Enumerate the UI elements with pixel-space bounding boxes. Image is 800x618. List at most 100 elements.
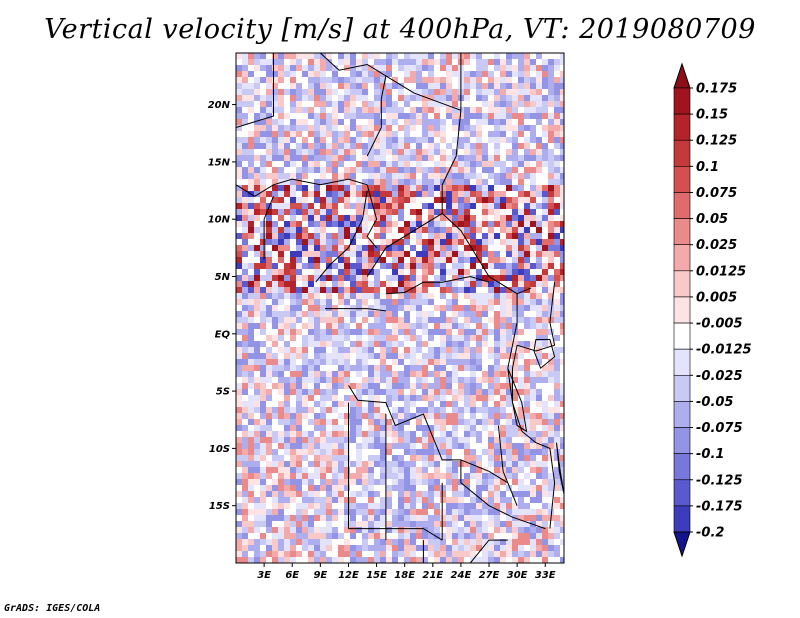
- field-cell: [278, 455, 284, 461]
- field-cell: [242, 209, 248, 215]
- field-cell: [332, 491, 338, 497]
- field-cell: [290, 383, 296, 389]
- field-cell: [266, 95, 272, 101]
- field-cell: [404, 197, 410, 203]
- field-cell: [314, 215, 320, 221]
- field-cell: [314, 209, 320, 215]
- field-cell: [338, 323, 344, 329]
- field-cell: [422, 449, 428, 455]
- field-cell: [452, 269, 458, 275]
- field-cell: [296, 167, 302, 173]
- field-cell: [548, 239, 554, 245]
- field-cell: [506, 449, 512, 455]
- field-cell: [518, 59, 524, 65]
- field-cell: [440, 89, 446, 95]
- field-cell: [416, 311, 422, 317]
- field-cell: [362, 539, 368, 545]
- field-cell: [386, 365, 392, 371]
- field-cell: [464, 203, 470, 209]
- field-cell: [482, 65, 488, 71]
- field-cell: [362, 509, 368, 515]
- field-cell: [416, 323, 422, 329]
- field-cell: [416, 167, 422, 173]
- field-cell: [428, 131, 434, 137]
- field-cell: [380, 107, 386, 113]
- field-cell: [452, 431, 458, 437]
- field-cell: [494, 365, 500, 371]
- field-cell: [272, 185, 278, 191]
- field-cell: [458, 455, 464, 461]
- field-cell: [350, 137, 356, 143]
- field-cell: [284, 407, 290, 413]
- field-cell: [536, 503, 542, 509]
- field-cell: [272, 191, 278, 197]
- field-cell: [524, 155, 530, 161]
- field-cell: [560, 59, 564, 65]
- field-cell: [536, 287, 542, 293]
- field-cell: [416, 209, 422, 215]
- field-cell: [416, 359, 422, 365]
- field-cell: [434, 455, 440, 461]
- field-cell: [386, 293, 392, 299]
- field-cell: [284, 347, 290, 353]
- field-cell: [290, 317, 296, 323]
- field-cell: [362, 545, 368, 551]
- field-cell: [464, 269, 470, 275]
- field-cell: [296, 389, 302, 395]
- field-cell: [242, 89, 248, 95]
- field-cell: [554, 125, 560, 131]
- field-cell: [554, 401, 560, 407]
- field-cell: [506, 539, 512, 545]
- field-cell: [440, 119, 446, 125]
- field-cell: [560, 287, 564, 293]
- field-cell: [284, 311, 290, 317]
- field-cell: [494, 467, 500, 473]
- field-cell: [284, 473, 290, 479]
- field-cell: [482, 185, 488, 191]
- field-cell: [530, 545, 536, 551]
- field-cell: [266, 179, 272, 185]
- field-cell: [440, 353, 446, 359]
- field-cell: [398, 437, 404, 443]
- field-cell: [374, 389, 380, 395]
- field-cell: [368, 167, 374, 173]
- field-cell: [302, 245, 308, 251]
- field-cell: [260, 293, 266, 299]
- field-cell: [380, 131, 386, 137]
- field-cell: [416, 317, 422, 323]
- field-cell: [542, 527, 548, 533]
- field-cell: [470, 209, 476, 215]
- field-cell: [374, 305, 380, 311]
- field-cell: [434, 233, 440, 239]
- field-cell: [560, 377, 564, 383]
- field-cell: [428, 227, 434, 233]
- field-cell: [434, 239, 440, 245]
- field-cell: [500, 173, 506, 179]
- field-cell: [236, 527, 242, 533]
- field-cell: [524, 425, 530, 431]
- field-cell: [368, 323, 374, 329]
- field-cell: [434, 143, 440, 149]
- field-cell: [398, 221, 404, 227]
- field-cell: [350, 473, 356, 479]
- field-cell: [368, 545, 374, 551]
- field-cell: [440, 437, 446, 443]
- field-cell: [290, 389, 296, 395]
- field-cell: [374, 251, 380, 257]
- field-cell: [488, 311, 494, 317]
- field-cell: [368, 149, 374, 155]
- field-cell: [386, 281, 392, 287]
- field-cell: [404, 191, 410, 197]
- field-cell: [284, 89, 290, 95]
- field-cell: [536, 509, 542, 515]
- field-cell: [452, 173, 458, 179]
- field-cell: [362, 59, 368, 65]
- field-cell: [332, 539, 338, 545]
- field-cell: [416, 371, 422, 377]
- field-cell: [560, 293, 564, 299]
- field-cell: [296, 137, 302, 143]
- field-cell: [506, 53, 512, 59]
- field-cell: [296, 191, 302, 197]
- field-cell: [404, 239, 410, 245]
- field-cell: [494, 131, 500, 137]
